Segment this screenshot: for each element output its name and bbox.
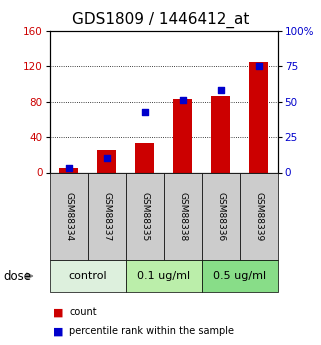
Text: GDS1809 / 1446412_at: GDS1809 / 1446412_at [72,12,249,28]
Text: ■: ■ [53,326,64,336]
Text: dose: dose [3,269,31,283]
Text: percentile rank within the sample: percentile rank within the sample [69,326,234,336]
Bar [59,168,78,172]
Bar [173,99,192,172]
Text: GSM88339: GSM88339 [254,192,263,241]
Text: GSM88335: GSM88335 [140,192,149,241]
Bar [135,143,154,172]
Point [104,156,109,161]
Bar [249,62,268,172]
Text: 0.1 ug/ml: 0.1 ug/ml [137,271,190,281]
Text: GSM88334: GSM88334 [64,192,73,241]
Text: ■: ■ [53,307,64,317]
Text: count: count [69,307,97,317]
Text: GSM88338: GSM88338 [178,192,187,241]
Text: 0.5 ug/ml: 0.5 ug/ml [213,271,266,281]
Point [218,88,223,93]
Text: GSM88336: GSM88336 [216,192,225,241]
Point [180,98,185,103]
Point [66,166,71,171]
Bar [97,150,116,172]
Point [142,109,147,115]
Bar [211,96,230,172]
Text: GSM88337: GSM88337 [102,192,111,241]
Text: control: control [68,271,107,281]
Point [256,63,261,69]
